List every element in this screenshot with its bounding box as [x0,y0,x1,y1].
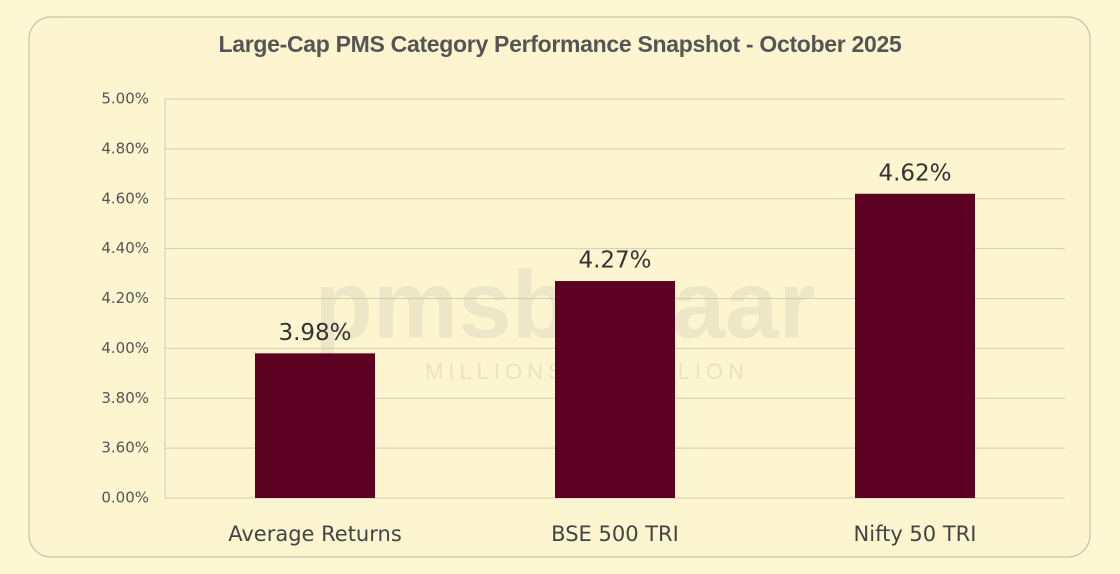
y-tick-label: 3.80% [101,389,149,407]
y-tick-label: 4.00% [101,339,149,357]
bar [855,193,975,498]
bar [555,281,675,498]
y-tick-label: 0.00% [101,489,149,507]
chart-title: Large-Cap PMS Category Performance Snaps… [218,31,902,57]
y-tick-label: 4.40% [101,239,149,257]
value-label: 4.62% [878,160,951,186]
bar [255,353,375,498]
x-tick-label: BSE 500 TRI [551,522,679,546]
y-tick-label: 4.20% [101,289,149,307]
y-tick-label: 5.00% [101,90,149,108]
value-label: 3.98% [278,320,351,346]
y-tick-label: 3.60% [101,439,149,457]
y-tick-label: 4.80% [101,139,149,157]
value-label: 4.27% [578,248,651,274]
y-tick-label: 4.60% [101,189,149,207]
x-tick-label: Nifty 50 TRI [854,522,977,546]
x-tick-label: Average Returns [228,522,402,546]
